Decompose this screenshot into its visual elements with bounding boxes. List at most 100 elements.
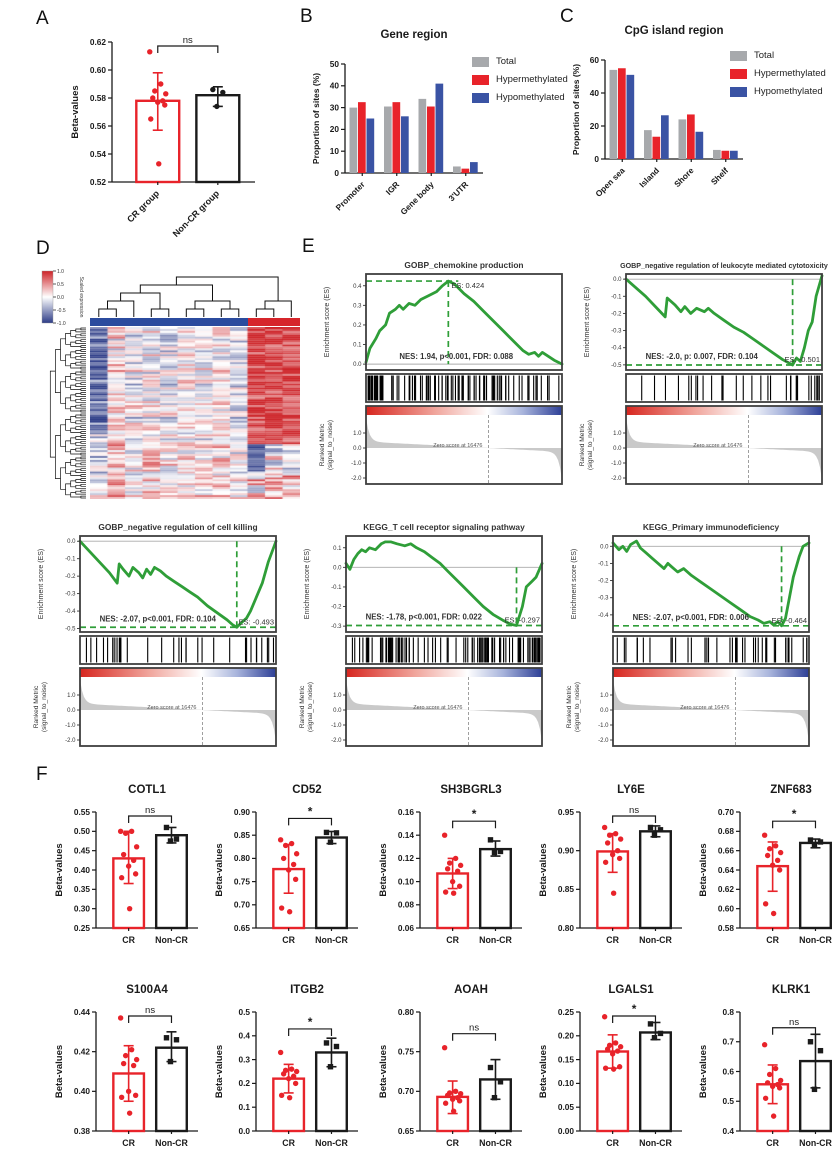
data-point: [776, 867, 783, 873]
bar-Hypermethylated: [427, 106, 435, 173]
svg-text:Zero score at 16476: Zero score at 16476: [680, 705, 729, 711]
chart-svg: S100A4 0.38 0.40 0.42 0.44 Beta-values CR Non-C…: [54, 984, 198, 1148]
data-point: [158, 81, 164, 87]
svg-text:Proportion of sites (%): Proportion of sites (%): [311, 73, 321, 164]
data-point: [163, 91, 169, 97]
svg-text:0.55: 0.55: [74, 807, 91, 817]
data-point: [601, 1014, 608, 1020]
data-point: [444, 1092, 451, 1098]
data-point: [647, 824, 654, 831]
svg-text:0.0: 0.0: [67, 539, 76, 545]
data-point: [147, 49, 153, 55]
ranked-metric-area: [626, 417, 822, 481]
data-point: [777, 849, 784, 856]
enrichment-curve: [364, 279, 564, 366]
bar-Hypomethylated: [730, 150, 738, 159]
column-annotation-cell: [142, 318, 160, 326]
svg-text:Non-CR: Non-CR: [155, 935, 188, 945]
ranked-metric-area: [613, 679, 809, 743]
svg-text:1.0: 1.0: [57, 269, 64, 275]
data-point: [148, 116, 154, 122]
svg-text:ns: ns: [183, 35, 193, 46]
legend-label: Hypomethylated: [496, 92, 565, 103]
svg-text:0: 0: [594, 154, 599, 164]
bar-Non-CR: [798, 841, 832, 930]
svg-text:0.0: 0.0: [333, 708, 342, 714]
data-point: [133, 844, 140, 850]
svg-text:CR: CR: [606, 935, 619, 945]
legend-label: Hypermethylated: [496, 74, 568, 85]
data-point: [762, 1095, 769, 1101]
svg-text:Ranked Metric: Ranked Metric: [299, 685, 306, 728]
svg-text:0.75: 0.75: [234, 876, 251, 886]
svg-text:0.5: 0.5: [57, 282, 64, 288]
bar-Total: [349, 107, 358, 173]
data-point: [616, 855, 623, 862]
legend-swatch: [472, 74, 489, 85]
svg-text:0.85: 0.85: [558, 884, 575, 894]
data-point: [491, 1094, 498, 1101]
bar-Hypomethylated: [661, 115, 669, 159]
svg-text:Gene body: Gene body: [398, 179, 436, 217]
svg-text:Non-CR: Non-CR: [315, 935, 348, 945]
data-point: [128, 828, 135, 835]
svg-text:-0.3: -0.3: [611, 329, 622, 335]
ranked-metric-area: [346, 679, 542, 743]
data-point: [452, 855, 459, 862]
legend-label: Hypermethylated: [754, 68, 826, 79]
data-point: [614, 1048, 621, 1054]
svg-text:CR group: CR group: [125, 188, 161, 224]
data-point: [323, 1040, 330, 1046]
data-point: [610, 890, 617, 896]
svg-text:-1.0: -1.0: [331, 723, 342, 729]
data-point: [764, 852, 771, 859]
panel-label-f: F: [36, 764, 48, 785]
svg-text:SH3BGRL3: SH3BGRL3: [440, 784, 501, 796]
gsea-svg: GOBP_negative regulation of leukocyte me…: [579, 262, 828, 485]
svg-text:Enrichment score (ES): Enrichment score (ES): [584, 287, 591, 357]
data-point: [126, 1110, 133, 1116]
svg-text:Shore: Shore: [672, 165, 696, 189]
data-point: [288, 840, 295, 847]
enrichment-curve: [611, 539, 811, 628]
svg-text:IGR: IGR: [384, 179, 402, 197]
svg-text:KLRK1: KLRK1: [772, 984, 811, 996]
legend-swatch: [472, 92, 489, 103]
svg-text:NES: -2.0, p: 0.007, FDR: 0.10: NES: -2.0, p: 0.007, FDR: 0.104: [646, 352, 759, 361]
data-point: [132, 871, 139, 877]
svg-text:ES: -0.464: ES: -0.464: [772, 616, 807, 625]
svg-text:-0.4: -0.4: [611, 346, 622, 352]
data-point: [497, 848, 504, 855]
data-point: [444, 866, 451, 872]
data-point: [769, 1083, 776, 1090]
data-point: [601, 824, 608, 831]
data-point: [766, 1071, 773, 1078]
svg-text:-1.0: -1.0: [57, 321, 66, 327]
data-point: [614, 847, 621, 854]
chart-svg: SH3BGRL3 0.06 0.08 0.10 0.12 0.14 0.16 Beta-val…: [378, 784, 522, 945]
svg-text:0.50: 0.50: [74, 826, 91, 836]
data-point: [457, 862, 464, 869]
svg-text:0.4: 0.4: [353, 284, 362, 290]
heatmap-column-dendrogram: [90, 272, 300, 318]
svg-text:20: 20: [590, 121, 600, 131]
svg-text:Beta-values: Beta-values: [70, 85, 81, 138]
svg-text:Non-CR group: Non-CR group: [171, 188, 222, 238]
bar-Hypermethylated: [358, 102, 366, 173]
data-point: [456, 883, 463, 889]
gsea-svg: GOBP_chemokine production 0.4 0.3 0.2 0.1 0.0…: [319, 260, 564, 485]
svg-text:CR: CR: [446, 1138, 459, 1148]
svg-text:0.0: 0.0: [333, 565, 342, 571]
svg-text:Non-CR: Non-CR: [799, 935, 832, 945]
svg-text:-0.4: -0.4: [65, 609, 76, 615]
bar-Total: [678, 119, 687, 159]
svg-text:0.75: 0.75: [398, 1046, 415, 1056]
data-point: [214, 103, 220, 110]
svg-text:0.5: 0.5: [238, 1007, 250, 1017]
data-point: [286, 909, 293, 915]
svg-text:0.45: 0.45: [74, 845, 91, 855]
data-point: [657, 1030, 664, 1037]
svg-text:Gene region: Gene region: [380, 29, 447, 41]
data-point: [449, 878, 456, 885]
svg-text:0.35: 0.35: [74, 884, 91, 894]
